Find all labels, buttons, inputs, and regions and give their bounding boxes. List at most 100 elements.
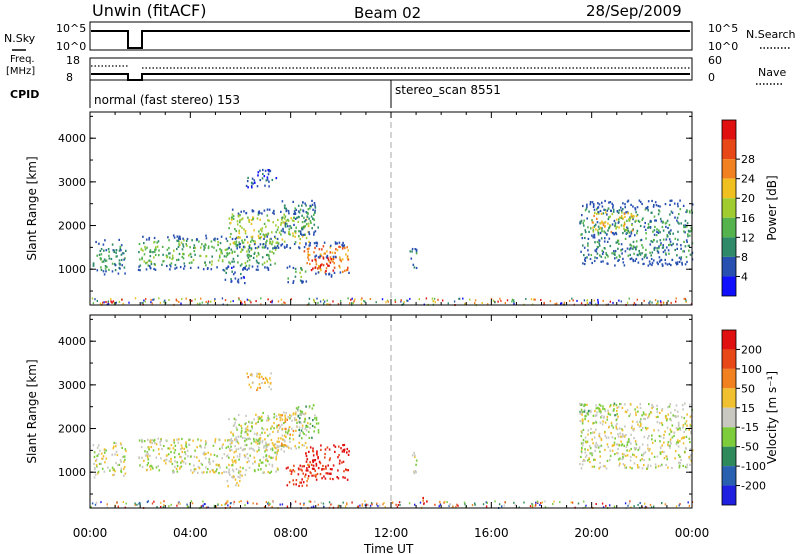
range-cell (274, 235, 276, 238)
range-cell (646, 467, 648, 470)
range-cell (228, 418, 230, 421)
range-cell (629, 403, 632, 406)
range-cell (604, 448, 606, 452)
range-cell (638, 446, 641, 449)
range-cell (589, 460, 591, 464)
range-cell (326, 299, 328, 302)
range-cell (228, 468, 230, 471)
range-cell (668, 433, 671, 436)
range-cell (315, 254, 318, 257)
range-cell (314, 266, 317, 269)
range-cell (240, 301, 243, 304)
range-cell (633, 437, 635, 440)
range-cell (208, 458, 211, 461)
range-cell (240, 218, 243, 221)
range-cell (231, 468, 234, 471)
range-cell (674, 409, 676, 412)
range-cell (295, 447, 297, 450)
range-cell (141, 256, 143, 259)
range-cell (323, 475, 325, 478)
range-cell (266, 253, 268, 257)
range-cell (218, 463, 220, 466)
range-cell (327, 264, 329, 267)
range-cell (104, 267, 107, 270)
range-cell (165, 462, 167, 465)
range-cell (268, 208, 271, 211)
range-cell (317, 431, 320, 434)
range-cell (275, 246, 277, 250)
range-cell (255, 268, 258, 271)
range-cell (214, 438, 217, 441)
range-cell (586, 302, 588, 304)
range-cell (315, 422, 318, 425)
range-cell (277, 430, 279, 434)
range-cell (119, 263, 121, 266)
range-cell (246, 268, 248, 271)
range-cell (597, 229, 599, 232)
range-cell (269, 169, 272, 173)
range-cell (579, 463, 581, 466)
range-cell (584, 506, 586, 509)
range-cell (415, 463, 417, 466)
range-cell (108, 250, 110, 253)
range-cell (233, 260, 235, 263)
range-cell (582, 460, 584, 463)
range-cell (233, 502, 235, 505)
range-cell (267, 414, 269, 418)
range-cell (229, 505, 231, 508)
range-cell (232, 476, 234, 479)
range-cell (124, 448, 127, 451)
range-cell (242, 267, 245, 270)
range-cell (312, 217, 314, 220)
range-cell (118, 249, 121, 252)
range-cell (115, 251, 117, 254)
range-cell (213, 471, 216, 474)
x-tick-label: 04:00 (173, 526, 208, 540)
range-cell (234, 421, 236, 424)
range-cell (311, 474, 313, 477)
range-cell (256, 433, 258, 436)
range-cell (113, 468, 115, 471)
range-cell (671, 199, 673, 202)
range-cell (647, 416, 649, 419)
range-cell (615, 227, 617, 230)
range-cell (621, 252, 623, 255)
range-cell (628, 502, 631, 505)
range-cell (260, 461, 263, 464)
range-cell (325, 270, 327, 273)
range-cell (649, 243, 652, 246)
range-cell (285, 467, 288, 470)
range-cell (688, 428, 690, 431)
range-cell (194, 253, 196, 256)
range-cell (618, 254, 621, 257)
range-cell (602, 260, 604, 263)
range-cell (264, 244, 267, 247)
range-cell (651, 211, 653, 214)
range-cell (612, 206, 614, 209)
range-cell (248, 246, 251, 249)
range-cell (245, 184, 248, 187)
range-cell (266, 239, 268, 242)
range-cell (307, 430, 310, 433)
range-cell (630, 247, 632, 250)
range-cell (597, 302, 599, 305)
range-cell (501, 505, 503, 508)
range-cell (662, 436, 665, 439)
range-cell (299, 271, 301, 274)
range-cell (636, 206, 639, 209)
range-cell (636, 232, 638, 235)
range-cell (639, 239, 642, 242)
range-cell (155, 246, 157, 249)
range-cell (268, 417, 271, 420)
range-cell (239, 225, 242, 228)
range-cell (220, 251, 222, 254)
range-cell (582, 419, 584, 422)
range-cell (165, 458, 168, 461)
range-cell (163, 500, 165, 503)
range-cell (283, 422, 285, 425)
range-cell (679, 503, 681, 505)
range-cell (580, 442, 583, 445)
range-cell (660, 258, 663, 261)
range-cell (185, 446, 188, 449)
range-cell (619, 462, 621, 465)
